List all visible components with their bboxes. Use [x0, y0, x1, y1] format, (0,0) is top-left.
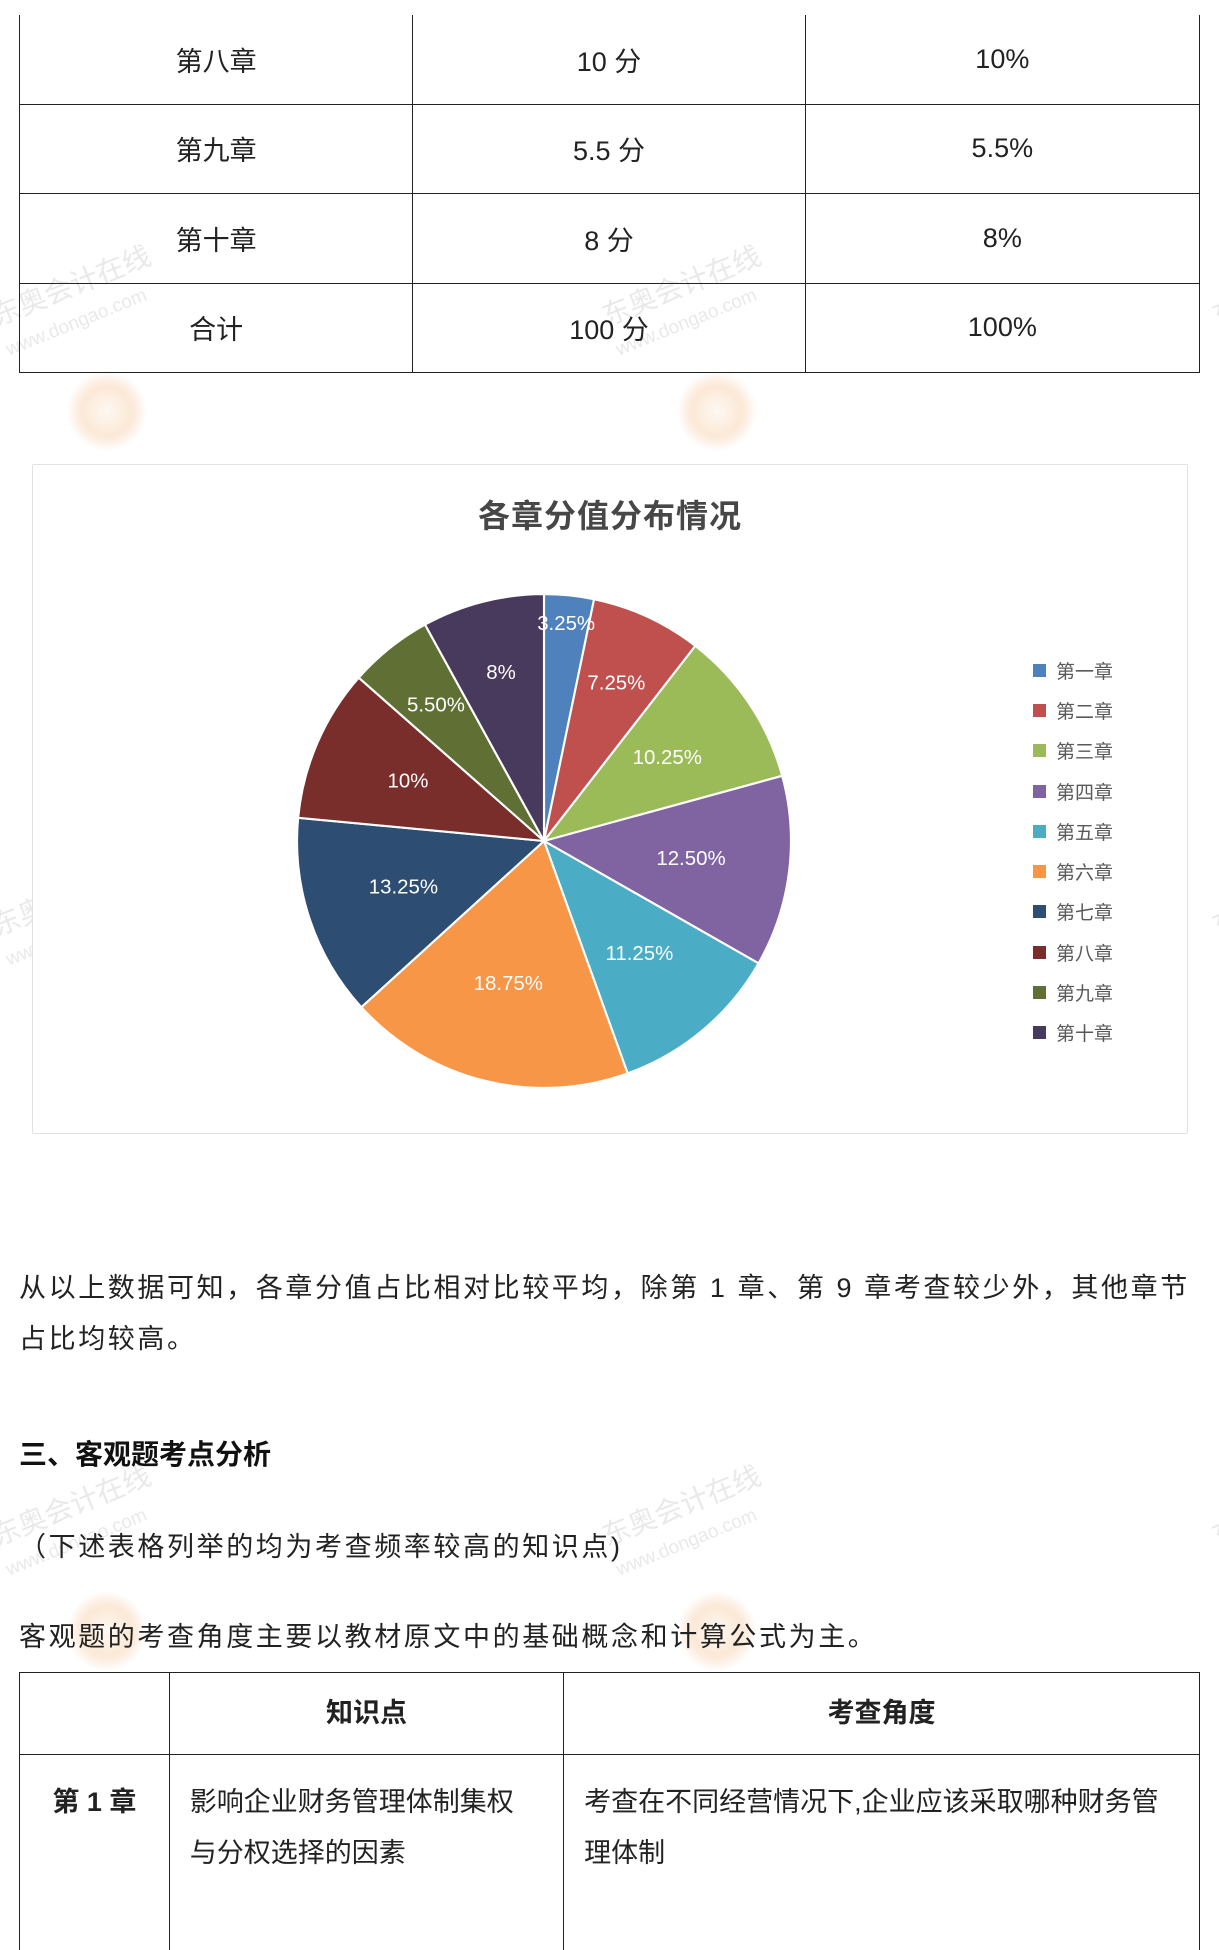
svg-text:8%: 8%: [486, 662, 516, 684]
svg-text:10%: 10%: [388, 771, 429, 793]
svg-text:5.50%: 5.50%: [407, 694, 465, 716]
svg-text:7.25%: 7.25%: [587, 672, 645, 694]
svg-text:18.75%: 18.75%: [474, 973, 543, 995]
svg-text:12.50%: 12.50%: [656, 848, 725, 870]
svg-text:13.25%: 13.25%: [369, 876, 438, 898]
svg-text:10.25%: 10.25%: [633, 747, 702, 769]
svg-text:11.25%: 11.25%: [606, 943, 674, 965]
svg-text:3.25%: 3.25%: [537, 613, 595, 635]
